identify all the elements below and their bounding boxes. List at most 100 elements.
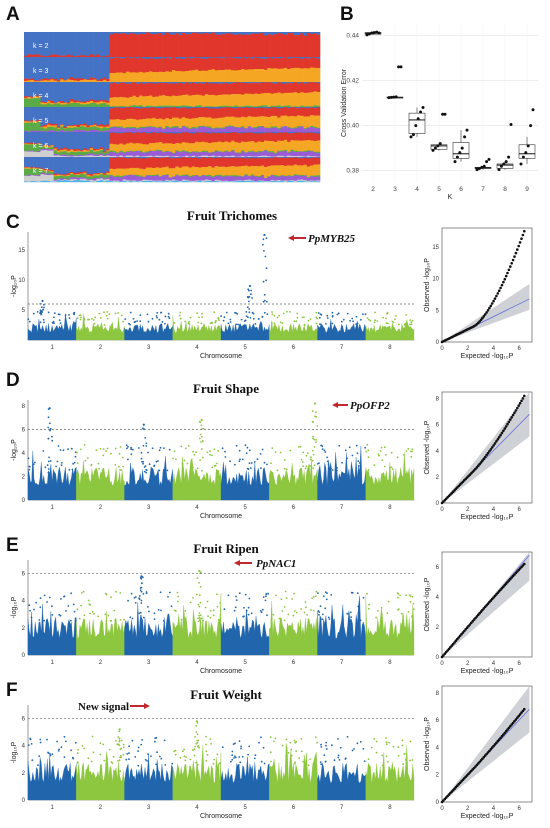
admix-segment (297, 108, 301, 115)
admix-segment (277, 69, 281, 82)
admix-segment (179, 128, 183, 132)
peak-point (198, 570, 200, 572)
admix-segment (54, 150, 58, 154)
snp-point (129, 616, 131, 618)
admix-segment (83, 79, 87, 82)
admix-segment (317, 152, 321, 154)
snp-point (144, 466, 146, 468)
snp-point (127, 446, 129, 448)
admix-segment (271, 175, 275, 180)
snp-point (273, 741, 275, 743)
admix-segment (123, 97, 127, 106)
admix-segment (156, 59, 160, 73)
snp-point (145, 469, 147, 471)
snp-point (312, 421, 314, 423)
snp-point (29, 466, 31, 468)
snp-point (77, 761, 79, 763)
admix-segment (136, 106, 140, 107)
admix-segment (175, 133, 179, 143)
y-tick-label: 0 (22, 498, 26, 504)
admix-segment (313, 165, 317, 176)
snp-point (405, 314, 407, 316)
snp-point (235, 596, 237, 598)
admix-segment (47, 103, 51, 107)
admix-segment (116, 72, 120, 82)
admix-segment (208, 108, 212, 117)
snp-point (110, 620, 112, 622)
admix-segment (142, 157, 146, 159)
admix-segment (304, 140, 308, 151)
admix-segment (67, 104, 71, 107)
admix-segment (297, 165, 301, 175)
y-tick-label: 2 (436, 475, 440, 481)
admix-segment (274, 84, 278, 94)
data-point (412, 133, 415, 136)
snp-point (73, 312, 75, 314)
admix-segment (54, 174, 58, 176)
admix-segment (182, 180, 186, 181)
admix-segment (139, 57, 143, 72)
snp-point (364, 447, 366, 449)
admix-segment (215, 58, 219, 71)
admix-segment (156, 181, 160, 182)
admix-segment (297, 152, 301, 156)
admix-segment (317, 92, 321, 106)
admix-segment (244, 32, 248, 35)
admix-segment (139, 143, 143, 150)
snp-band (269, 321, 317, 340)
admix-segment (86, 180, 90, 182)
admix-segment (294, 116, 298, 127)
admix-segment (307, 133, 311, 140)
snp-point (156, 751, 158, 753)
admix-segment (175, 127, 179, 132)
snp-point (264, 462, 266, 464)
admix-segment (110, 120, 114, 127)
admix-segment (215, 176, 219, 180)
admix-segment (152, 151, 156, 156)
admix-segment (34, 181, 38, 182)
snp-band (28, 604, 76, 655)
snp-point (200, 434, 202, 436)
admix-segment (179, 176, 183, 181)
admix-segment (139, 182, 143, 183)
snp-point (43, 319, 45, 321)
admix-segment (175, 82, 179, 83)
admix-segment (307, 107, 311, 109)
admix-segment (116, 82, 120, 84)
chromosome-label: 1 (50, 345, 54, 351)
x-axis-label: Chromosome (200, 513, 242, 520)
admix-segment (93, 56, 97, 57)
admix-segment (116, 119, 120, 127)
snp-point (349, 446, 351, 448)
snp-point (320, 605, 322, 607)
snp-point (64, 736, 66, 738)
admix-segment (162, 32, 166, 35)
admix-segment (261, 175, 265, 180)
admix-segment (44, 181, 48, 182)
admix-segment (63, 148, 67, 150)
chromosome-label: 3 (147, 505, 151, 511)
snp-point (196, 594, 198, 596)
admix-segment (63, 157, 67, 175)
admix-segment (50, 79, 54, 82)
snp-band (76, 752, 124, 800)
chromosome-label: 2 (99, 660, 103, 666)
snp-point (137, 750, 139, 752)
admix-segment (146, 72, 150, 82)
admix-segment (310, 140, 314, 150)
snp-point (292, 615, 294, 617)
snp-point (264, 763, 266, 765)
admix-segment (96, 54, 100, 57)
admix-segment (37, 130, 41, 132)
snp-point (35, 602, 37, 604)
snp-point (138, 612, 140, 614)
snp-point (123, 619, 125, 621)
y-tick-label: 8 (436, 691, 440, 697)
admix-segment (261, 69, 265, 82)
admix-segment (271, 126, 275, 128)
snp-point (240, 748, 242, 750)
admix-segment (175, 151, 179, 156)
admix-segment (119, 58, 123, 73)
admix-segment (106, 178, 110, 180)
snp-point (77, 608, 79, 610)
